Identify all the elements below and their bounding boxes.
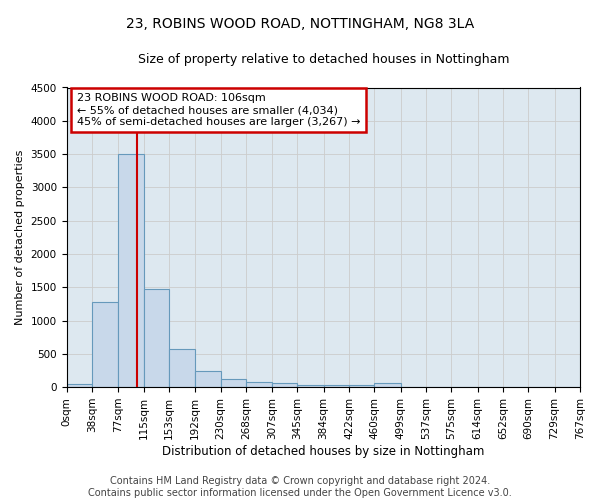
Text: 23, ROBINS WOOD ROAD, NOTTINGHAM, NG8 3LA: 23, ROBINS WOOD ROAD, NOTTINGHAM, NG8 3L… [126,18,474,32]
Bar [221,380,246,387]
X-axis label: Distribution of detached houses by size in Nottingham: Distribution of detached houses by size … [162,444,484,458]
Y-axis label: Number of detached properties: Number of detached properties [15,150,25,325]
Text: 23 ROBINS WOOD ROAD: 106sqm
← 55% of detached houses are smaller (4,034)
45% of : 23 ROBINS WOOD ROAD: 106sqm ← 55% of det… [77,94,360,126]
Bar [374,384,401,387]
Bar [143,288,169,387]
Bar [323,385,349,387]
Bar [272,384,298,387]
Title: Size of property relative to detached houses in Nottingham: Size of property relative to detached ho… [137,52,509,66]
Bar [195,371,221,387]
Bar [298,385,323,387]
Bar [118,154,143,387]
Bar [169,349,195,387]
Bar [246,382,272,387]
Bar [349,385,374,387]
Bar [92,302,118,387]
Bar [67,384,92,387]
Text: Contains HM Land Registry data © Crown copyright and database right 2024.
Contai: Contains HM Land Registry data © Crown c… [88,476,512,498]
